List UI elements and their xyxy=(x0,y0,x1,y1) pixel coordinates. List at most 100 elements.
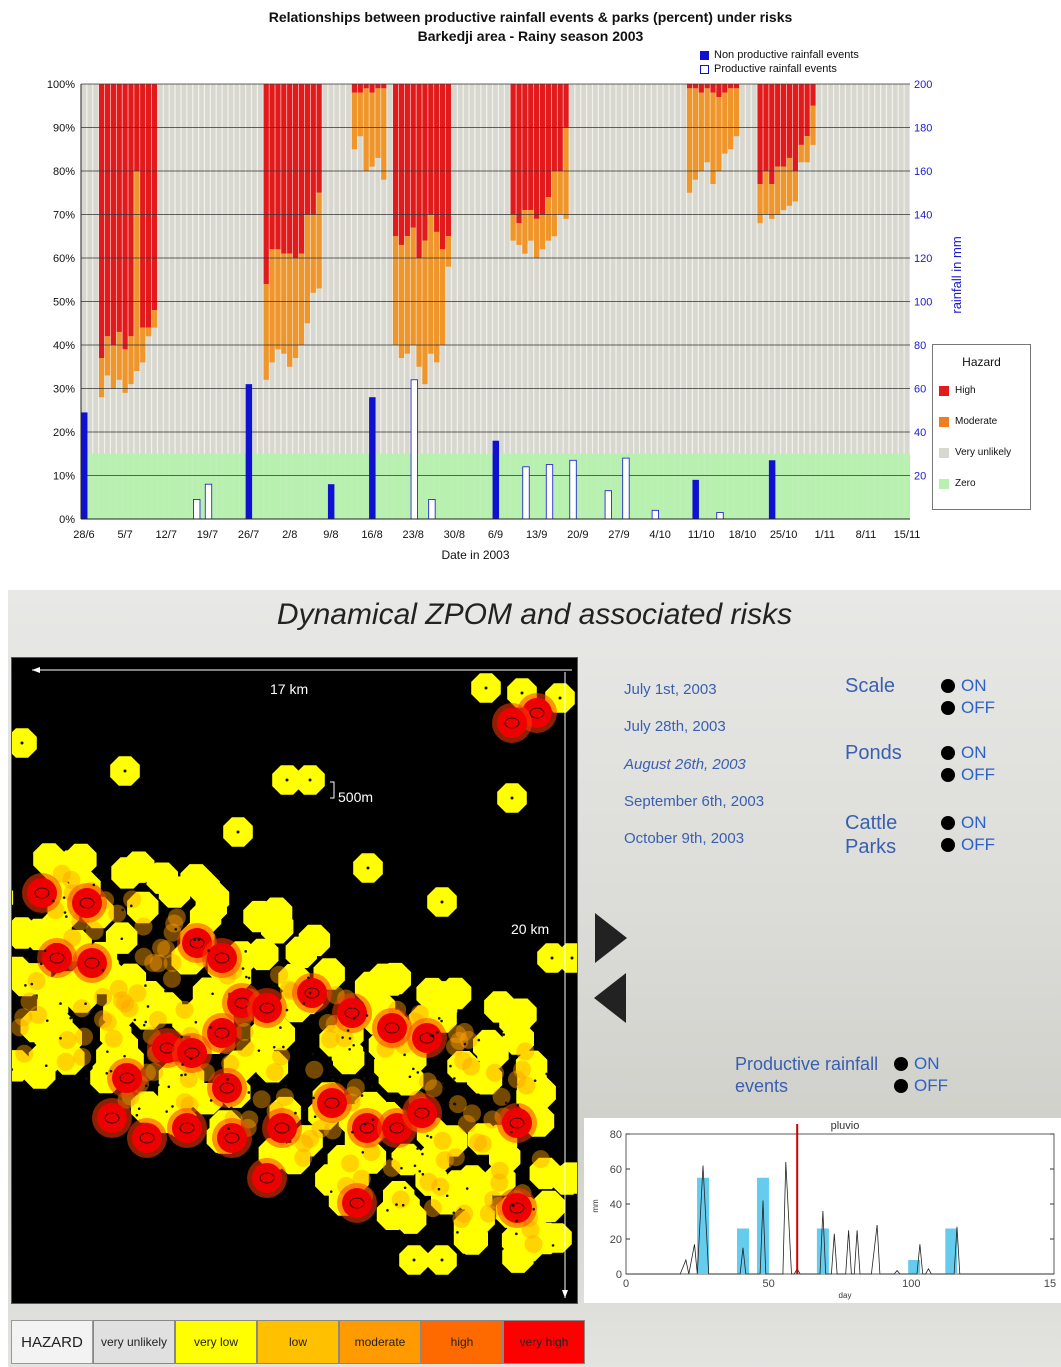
hazard-zone xyxy=(415,1163,447,1195)
cattle-park-outline xyxy=(359,1122,375,1134)
zero-bar xyxy=(316,453,323,519)
zero-bar xyxy=(727,453,734,519)
y2-tick-label: 80 xyxy=(914,340,926,352)
date-link-jul-1[interactable]: July 1st, 2003 xyxy=(624,681,717,698)
high-bar xyxy=(539,84,546,215)
cattle-park-outline xyxy=(34,887,50,899)
pluvio-title: pluvio xyxy=(831,1120,860,1132)
park-point xyxy=(426,1134,429,1138)
hazard-low xyxy=(419,1172,438,1191)
high-bar xyxy=(298,84,305,254)
high-bar xyxy=(128,84,134,337)
high-bar xyxy=(98,84,105,359)
park-point xyxy=(363,1122,367,1126)
cattle-park-outline xyxy=(389,1122,405,1134)
zero-bar xyxy=(633,453,640,519)
hazard-low xyxy=(318,1013,337,1032)
park-point xyxy=(45,1019,49,1022)
next-arrow-icon[interactable] xyxy=(595,913,627,963)
x-tick-label: 15 xyxy=(1044,1278,1056,1290)
hazard-low xyxy=(433,1131,452,1150)
hazard-zone xyxy=(557,943,577,973)
date-link-sep-6[interactable]: September 6th, 2003 xyxy=(624,793,765,810)
productive-rain-bar xyxy=(756,1177,769,1274)
high-bar xyxy=(428,84,434,215)
moderate-bar xyxy=(769,184,775,219)
cattle-parks-off-option[interactable]: OFF xyxy=(941,835,995,855)
scale-off-option[interactable]: OFF xyxy=(941,698,995,718)
date-link-aug-26[interactable]: August 26th, 2003 xyxy=(624,756,746,773)
hazard-very-high xyxy=(502,1108,532,1138)
park-point xyxy=(452,1211,456,1215)
park-point xyxy=(181,1063,184,1066)
zero-bar xyxy=(862,453,869,519)
park-point xyxy=(194,1020,198,1024)
zero-bar xyxy=(433,453,440,519)
productive-rainfall-on-option[interactable]: ON xyxy=(894,1054,940,1074)
cattle-parks-on-option[interactable]: ON xyxy=(941,813,987,833)
y-tick-label: 20 xyxy=(610,1234,622,1246)
cattle-park-outline xyxy=(214,1027,230,1039)
x-tick-label: 9/8 xyxy=(323,529,338,541)
park-point xyxy=(302,1002,306,1005)
park-point xyxy=(441,1081,444,1085)
park-point xyxy=(244,950,247,953)
zero-bar xyxy=(868,453,875,519)
zero-bar xyxy=(310,453,317,519)
hazard-low xyxy=(145,1062,164,1081)
rain-series-line xyxy=(626,1161,1054,1275)
park-point xyxy=(209,1026,212,1029)
zero-bar xyxy=(474,453,481,519)
hazard-low xyxy=(346,1078,365,1097)
park-point xyxy=(477,1038,481,1042)
previous-arrow-icon[interactable] xyxy=(594,973,626,1023)
zpom-panel: Dynamical ZPOM and associated risks 17 k… xyxy=(8,590,1061,1367)
non-productive-rain-bar xyxy=(81,412,88,519)
park-point xyxy=(440,900,444,904)
legend-label: High xyxy=(955,385,976,396)
cattle-park-outline xyxy=(119,1072,135,1084)
productive-rainfall-off-option[interactable]: OFF xyxy=(894,1076,948,1096)
date-link-jul-28[interactable]: July 28th, 2003 xyxy=(624,718,726,735)
park-point xyxy=(463,1042,467,1046)
chart-title-line1: Relationships between productive rainfal… xyxy=(268,9,793,25)
park-point xyxy=(390,1157,393,1161)
hazard-zone xyxy=(501,1224,534,1256)
zero-bar xyxy=(539,453,546,519)
zero-bar xyxy=(592,453,599,519)
moderate-bar xyxy=(763,171,769,215)
date-link-oct-9[interactable]: October 9th, 2003 xyxy=(624,830,745,847)
park-point xyxy=(452,1102,456,1106)
park-point xyxy=(386,1209,389,1212)
park-point xyxy=(382,1174,385,1178)
scale-on-option[interactable]: ON xyxy=(941,676,987,696)
park-point xyxy=(510,1130,513,1134)
zero-bar xyxy=(668,453,675,519)
park-point xyxy=(59,1036,62,1040)
productive-rain-bar xyxy=(651,509,659,520)
radio-dot xyxy=(941,679,955,693)
hazard-low xyxy=(446,1037,465,1056)
zero-bar xyxy=(457,453,464,519)
hazard-zone xyxy=(130,1091,163,1123)
park-point xyxy=(211,992,214,996)
hazard-low xyxy=(120,999,139,1018)
park-point xyxy=(123,1054,126,1058)
ponds-off-option[interactable]: OFF xyxy=(941,765,995,785)
ponds-on-option[interactable]: ON xyxy=(941,743,987,763)
park-point xyxy=(144,1084,148,1088)
high-bar xyxy=(810,84,816,106)
park-point xyxy=(446,1102,450,1105)
cattle-park-outline xyxy=(139,1132,155,1144)
park-point xyxy=(442,1087,445,1091)
park-point xyxy=(400,1166,403,1170)
zero-bar xyxy=(845,453,852,519)
park-point xyxy=(197,938,201,941)
hazard-zone xyxy=(456,1223,488,1255)
hazard-very-high xyxy=(112,1063,142,1093)
park-point xyxy=(85,1077,88,1080)
hazard-low xyxy=(27,971,46,990)
hazard-zone xyxy=(150,992,183,1024)
cattle-park-outline xyxy=(509,1202,525,1214)
hazard-low xyxy=(435,1151,454,1170)
